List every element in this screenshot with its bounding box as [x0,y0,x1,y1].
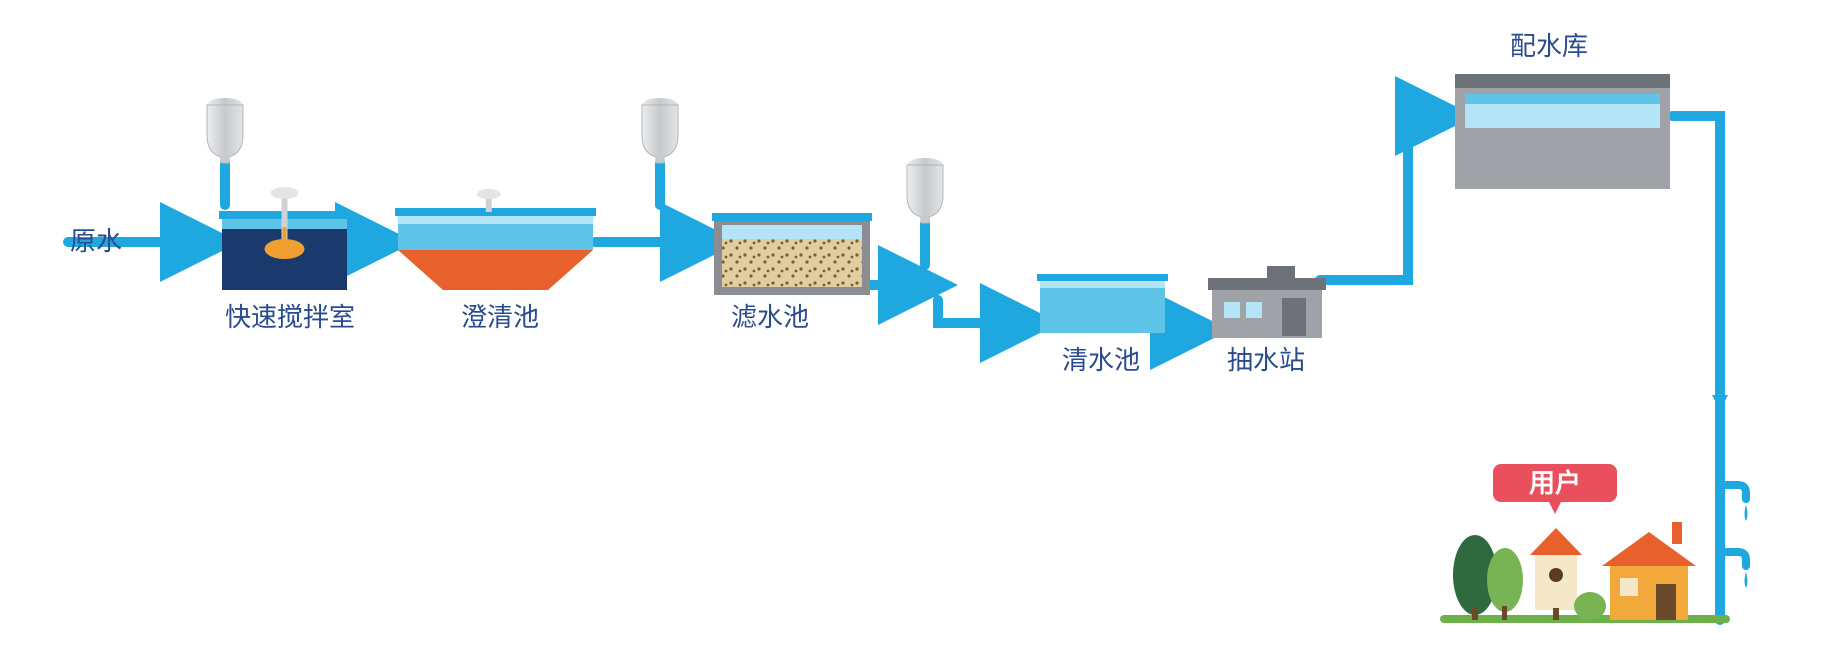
chemical-hopper-icon [207,98,243,163]
water-drop-icon [1745,505,1748,521]
flow-pipe [1672,116,1720,620]
clarifier-label: 澄清池 [461,302,539,332]
filter-label: 滤水池 [731,302,809,332]
user-sign-label: 用户 [1529,468,1581,498]
pump-label: 抽水站 [1227,345,1305,375]
water-drop-icon [1745,572,1748,588]
flow-pipe [1320,116,1455,280]
clear-well-tank [1037,274,1168,333]
filter-tank [712,213,872,295]
water-treatment-diagram: 用户 原水快速搅拌室 澄清池 滤水池清水池 抽水站 配水库 [0,0,1842,660]
rapid-mix-tank [219,187,350,290]
reservoir-label: 配水库 [1510,31,1588,61]
chemical-hopper-icon [642,98,678,163]
reservoir-tank [1455,74,1670,189]
raw_water-label: 原水 [70,226,122,256]
chemical-hopper-icon [907,158,943,223]
clarifier-tank [395,189,596,290]
rapid_mix-label: 快速搅拌室 [225,302,355,332]
down-arrow-icon [1712,395,1728,410]
clear_well-label: 清水池 [1062,345,1140,375]
pump-station [1208,266,1326,338]
flow-pipe [938,300,1040,323]
user-village: 用户 [1440,464,1730,623]
